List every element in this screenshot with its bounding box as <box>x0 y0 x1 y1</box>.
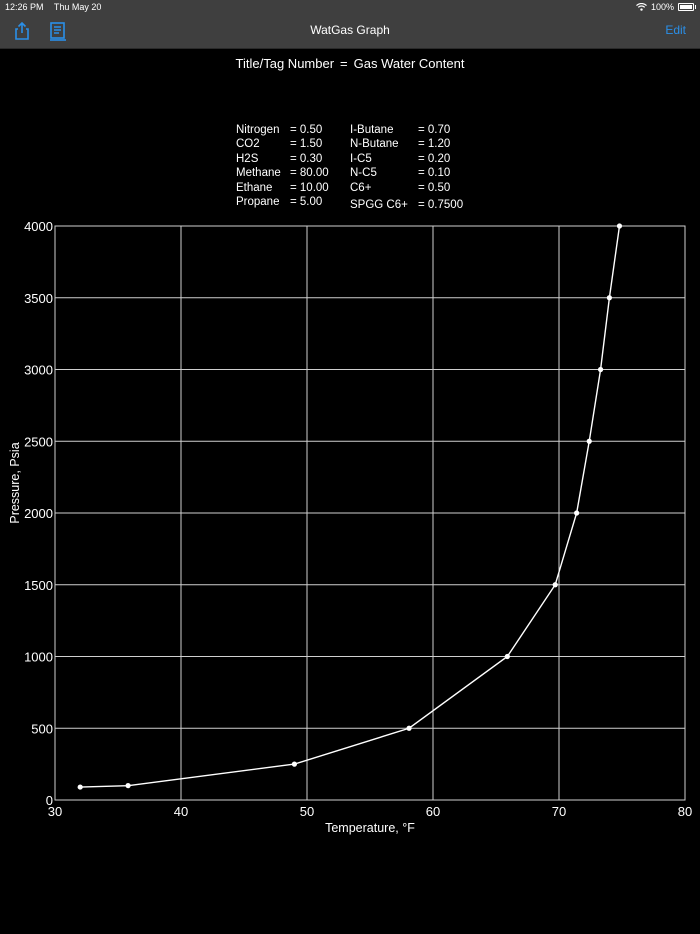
composition-row: N-C5 = 0.10 <box>350 166 480 180</box>
component-value: = 0.70 <box>418 124 451 136</box>
component-value: = 0.50 <box>290 124 323 136</box>
composition-row: C6+ = 0.50 <box>350 181 480 195</box>
data-point <box>616 223 623 229</box>
edit-button[interactable]: Edit <box>665 23 686 37</box>
y-tick-label: 0 <box>46 793 53 808</box>
x-tick-label: 40 <box>174 804 188 819</box>
data-point <box>125 783 131 789</box>
composition-row: I-Butane = 0.70 <box>350 123 480 137</box>
series-line <box>80 225 621 788</box>
composition-row: Propane = 5.00 <box>236 195 346 209</box>
component-name: N-C5 <box>350 167 377 180</box>
share-icon[interactable] <box>12 21 32 41</box>
component-name: Propane <box>236 195 280 208</box>
y-axis-label: Pressure, Psia <box>8 442 22 523</box>
data-point <box>406 725 412 731</box>
component-name: CO2 <box>236 138 260 151</box>
component-value: = 0.10 <box>418 167 451 180</box>
tag-label: Title/Tag Number <box>235 56 335 71</box>
navigation-bar: WatGas Graph Edit <box>0 14 700 49</box>
composition-row: SPGG C6+ = 0.7500 <box>350 198 480 212</box>
component-name: C6+ <box>350 181 372 194</box>
y-tick-label: 1500 <box>24 578 53 593</box>
component-value: = 1.50 <box>290 138 323 151</box>
component-value: = 1.20 <box>418 138 451 151</box>
y-tick-label: 2000 <box>24 506 53 521</box>
component-value: = 0.50 <box>418 181 451 194</box>
x-tick-label: 50 <box>300 804 314 819</box>
composition-left: Nitrogen = 0.50 CO2 = 1.50 H2S = 0.30 Metha… <box>236 123 346 209</box>
y-tick-label: 3000 <box>24 363 53 378</box>
component-value: = 10.00 <box>290 181 329 194</box>
y-tick-label: 2500 <box>24 434 53 449</box>
y-tick-label: 4000 <box>24 219 53 234</box>
y-tick-label: 500 <box>31 721 53 736</box>
component-name: Nitrogen <box>236 124 280 136</box>
x-tick-label: 30 <box>48 804 62 819</box>
component-name: N-Butane <box>350 138 399 151</box>
tag-equals: = <box>340 56 348 71</box>
data-point <box>552 582 558 588</box>
data-point <box>574 510 580 516</box>
component-name: Ethane <box>236 181 273 194</box>
y-tick-label: 3500 <box>24 291 53 306</box>
component-value: = 0.20 <box>418 152 451 165</box>
data-point <box>77 784 83 790</box>
component-value: = 5.00 <box>290 195 323 208</box>
x-tick-label: 60 <box>426 804 440 819</box>
component-name: Methane <box>236 167 281 180</box>
composition-row: CO2 = 1.50 <box>236 137 346 151</box>
component-value: = 0.7500 <box>418 198 464 211</box>
composition-row: N-Butane = 1.20 <box>350 137 480 151</box>
component-name: SPGG C6+ <box>350 198 408 211</box>
component-name: I-Butane <box>350 124 394 136</box>
composition-row: Methane = 80.00 <box>236 166 346 180</box>
tag-value: Gas Water Content <box>353 56 465 71</box>
nav-title: WatGas Graph <box>310 23 390 37</box>
wifi-icon <box>636 3 647 11</box>
battery-icon <box>678 3 696 11</box>
component-name: H2S <box>236 152 259 165</box>
composition-right: I-Butane = 0.70 N-Butane = 1.20 I-C5 = 0.20… <box>350 123 480 212</box>
data-point <box>291 761 297 767</box>
composition-row: I-C5 = 0.20 <box>350 152 480 166</box>
report-icon[interactable] <box>48 21 68 41</box>
x-tick-label: 70 <box>552 804 566 819</box>
data-point <box>586 438 592 444</box>
status-bar: 12:26 PM Thu May 20 100% <box>0 0 700 14</box>
data-point <box>504 653 510 660</box>
data-point <box>597 366 604 373</box>
composition-row: Ethane = 10.00 <box>236 181 346 195</box>
data-point <box>606 295 613 301</box>
component-name: I-C5 <box>350 152 372 165</box>
battery-percent: 100% <box>650 2 674 12</box>
page-title: Title/Tag Number = Gas Water Content <box>0 56 700 71</box>
x-axis-label: Temperature, °F <box>325 821 415 835</box>
x-tick-label: 80 <box>678 804 692 819</box>
status-date: Thu May 20 <box>53 2 102 12</box>
status-time: 12:26 PM <box>5 2 44 12</box>
composition-row: Nitrogen = 0.50 <box>236 123 346 137</box>
composition-row: H2S = 0.30 <box>236 152 346 166</box>
y-tick-label: 1000 <box>24 650 53 665</box>
component-value: = 80.00 <box>290 167 329 180</box>
component-value: = 0.30 <box>290 152 323 165</box>
